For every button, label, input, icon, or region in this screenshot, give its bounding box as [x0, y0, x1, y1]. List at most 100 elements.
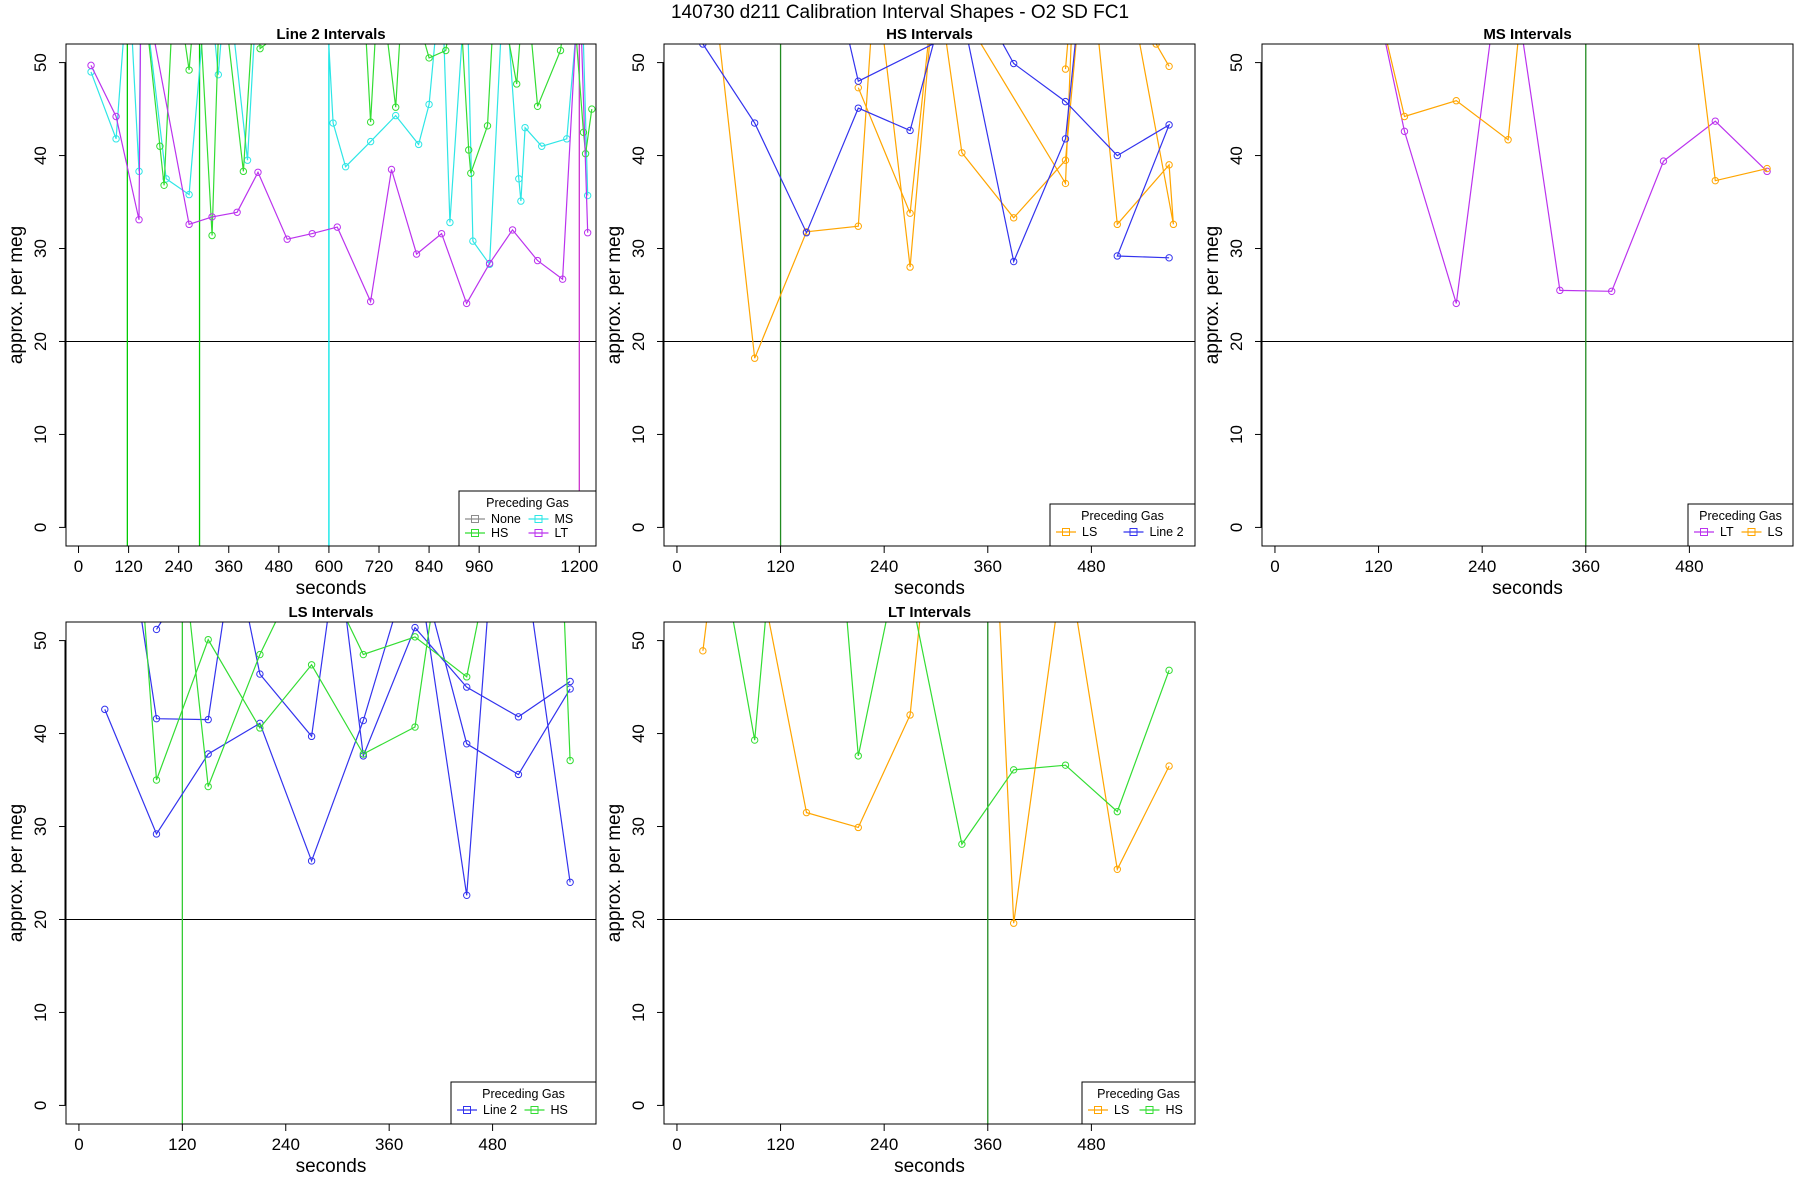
- data-point: [906, 263, 914, 271]
- data-point: [359, 750, 368, 758]
- data-point: [906, 209, 914, 217]
- y-tick-label: 10: [1227, 425, 1246, 444]
- data-point: [412, 250, 421, 258]
- data-point: [307, 732, 316, 741]
- data-point: [208, 231, 216, 240]
- x-tick-label: 1200: [560, 557, 598, 576]
- data-point: [204, 782, 212, 791]
- x-axis-label: seconds: [894, 578, 965, 599]
- data-point: [425, 54, 433, 62]
- data-point: [1113, 865, 1121, 873]
- data-point: [387, 165, 396, 174]
- legend-entry-label: LS: [1082, 525, 1097, 539]
- x-tick-label: 0: [1270, 557, 1279, 576]
- x-tick-label: 360: [1572, 557, 1600, 576]
- x-tick-label: 120: [766, 1135, 794, 1154]
- y-tick-label: 30: [31, 817, 50, 836]
- x-tick-label: 120: [1364, 557, 1392, 576]
- data-point: [391, 103, 400, 111]
- y-tick-label: 10: [31, 1003, 50, 1022]
- legend-entry-label: Line 2: [483, 1103, 517, 1117]
- data-point: [1165, 121, 1173, 129]
- x-tick-label: 480: [1077, 557, 1105, 576]
- data-point: [514, 713, 523, 721]
- panel-title: LS Intervals: [288, 604, 373, 621]
- data-point: [533, 256, 542, 265]
- series-line: [144, 622, 431, 781]
- data-point: [359, 716, 368, 725]
- y-tick-label: 20: [31, 910, 50, 929]
- data-point: [1659, 157, 1668, 165]
- y-tick-label: 30: [31, 239, 50, 258]
- y-tick-label: 10: [629, 1003, 648, 1022]
- data-point: [214, 70, 223, 79]
- data-point: [366, 118, 375, 126]
- data-point: [802, 229, 811, 237]
- x-tick-label: 480: [265, 557, 293, 576]
- y-tick-label: 0: [31, 1101, 50, 1110]
- x-tick-label: 0: [672, 1135, 681, 1154]
- data-point: [1763, 164, 1771, 173]
- data-point: [1113, 252, 1121, 260]
- data-point: [1504, 136, 1512, 144]
- legend: Preceding Gas LT LS: [1687, 503, 1794, 547]
- data-point: [483, 122, 492, 130]
- data-point: [485, 259, 494, 268]
- legend-entry-label: LS: [1768, 525, 1783, 539]
- data-point: [366, 297, 375, 306]
- legend-entry-label: HS: [551, 1103, 568, 1117]
- series-line: [90, 44, 589, 305]
- data-point: [463, 740, 471, 748]
- data-point: [307, 857, 316, 865]
- series-line: [732, 622, 1170, 846]
- data-point: [411, 623, 419, 632]
- data-point: [1165, 62, 1173, 71]
- data-point: [1169, 220, 1178, 229]
- series-line: [141, 622, 571, 759]
- data-point: [854, 77, 862, 85]
- data-point: [112, 112, 120, 121]
- legend: Preceding Gas Line 2 HS: [450, 1081, 597, 1125]
- data-point: [204, 635, 212, 644]
- series-line: [1386, 44, 1768, 182]
- y-tick-label: 50: [629, 53, 648, 72]
- data-point: [556, 46, 565, 55]
- y-tick-label: 40: [31, 724, 50, 743]
- data-point: [1607, 287, 1616, 295]
- legend-title: Preceding Gas: [1097, 1087, 1180, 1101]
- legend-box: [1081, 1081, 1196, 1125]
- legend-entry-label: HS: [491, 526, 508, 540]
- data-point: [185, 66, 193, 74]
- data-point: [333, 223, 341, 231]
- y-axis-label: approx. per meg: [604, 226, 625, 364]
- data-point: [517, 197, 525, 205]
- legend-swatch-marker: [471, 515, 479, 523]
- y-tick-label: 20: [31, 332, 50, 351]
- data-point: [1113, 220, 1121, 229]
- data-point: [156, 142, 164, 150]
- data-point: [1009, 919, 1018, 927]
- data-point: [1009, 766, 1018, 774]
- legend: Preceding Gas LS HS: [1081, 1081, 1196, 1125]
- legend-entry-label: Line 2: [1150, 525, 1184, 539]
- data-point: [1152, 44, 1160, 48]
- legend-swatch-marker: [1700, 528, 1708, 536]
- y-tick-label: 0: [1227, 523, 1246, 532]
- data-point: [233, 208, 241, 216]
- series-line: [857, 44, 1072, 214]
- data-point: [538, 142, 546, 150]
- y-tick-label: 0: [629, 1101, 648, 1110]
- data-point: [101, 705, 109, 714]
- y-tick-label: 0: [31, 523, 50, 532]
- data-point: [465, 146, 473, 154]
- data-point: [1113, 807, 1121, 816]
- data-point: [1061, 65, 1070, 73]
- series-line: [189, 622, 571, 787]
- data-point: [256, 670, 264, 678]
- data-point: [283, 235, 291, 243]
- x-tick-label: 240: [164, 557, 192, 576]
- x-tick-label: 360: [974, 1135, 1002, 1154]
- data-point: [329, 119, 337, 127]
- plot-frame: [663, 43, 1196, 547]
- data-point: [1165, 254, 1173, 262]
